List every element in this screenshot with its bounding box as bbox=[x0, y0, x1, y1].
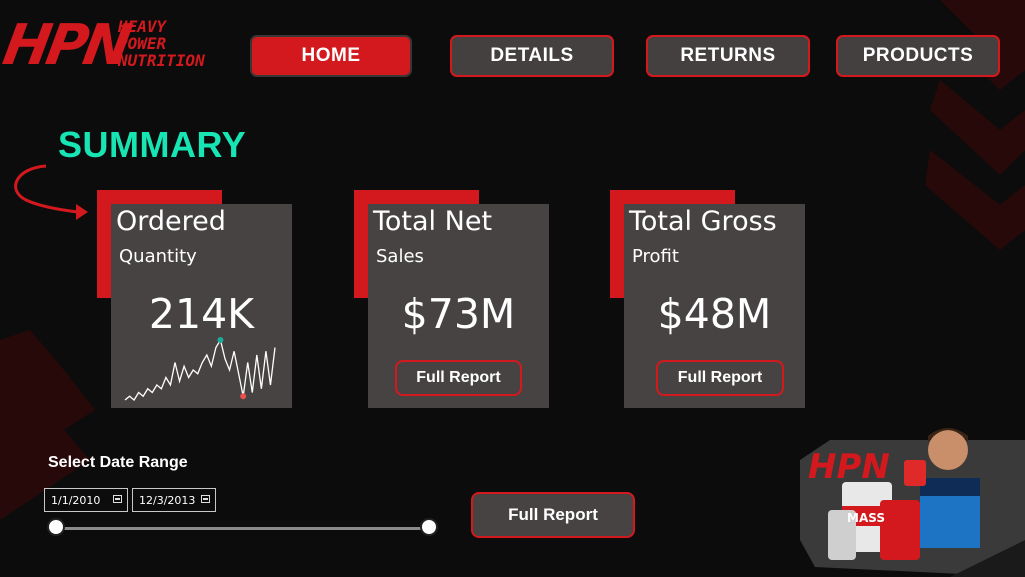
card-value: 214K bbox=[148, 290, 255, 338]
logo-subtitle: HEAVY POWER NUTRITION bbox=[118, 18, 208, 69]
calendar-icon[interactable] bbox=[113, 495, 122, 503]
promo-logo-text: HPN bbox=[808, 447, 890, 487]
card-title: Total Gross bbox=[629, 206, 777, 237]
card-subtitle: Profit bbox=[632, 246, 679, 267]
nav-returns-button[interactable]: RETURNS bbox=[646, 35, 810, 77]
card-subtitle: Sales bbox=[376, 246, 424, 267]
logo-sub-line-2: POWER bbox=[118, 34, 167, 53]
date-range-slider-start-handle[interactable] bbox=[47, 518, 65, 536]
card-value: $73M bbox=[401, 290, 516, 338]
nav-products-button[interactable]: PRODUCTS bbox=[836, 35, 1000, 77]
nav-home-button[interactable]: HOME bbox=[250, 35, 412, 77]
date-range-label: Select Date Range bbox=[48, 454, 188, 471]
calendar-icon[interactable] bbox=[201, 495, 210, 503]
gross-profit-full-report-button[interactable]: Full Report bbox=[656, 360, 784, 396]
start-date-input[interactable]: 1/1/2010 bbox=[44, 488, 128, 512]
end-date-input[interactable]: 12/3/2013 bbox=[132, 488, 216, 512]
card-ordered-quantity: Ordered Quantity 214K bbox=[111, 204, 292, 408]
card-value: $48M bbox=[657, 290, 772, 338]
logo-sub-line-1: HEAVY bbox=[118, 17, 167, 36]
card-title: Ordered bbox=[116, 206, 226, 237]
sparkline-line bbox=[124, 338, 276, 401]
end-date-value: 12/3/2013 bbox=[139, 493, 196, 507]
hpn-logo: HPN HEAVY POWER NUTRITION bbox=[0, 13, 205, 78]
sparkline-max-point bbox=[217, 337, 224, 343]
summary-title: SUMMARY bbox=[58, 124, 247, 165]
start-date-value: 1/1/2010 bbox=[51, 493, 101, 507]
date-range-slider-track[interactable] bbox=[56, 527, 430, 530]
card-subtitle: Quantity bbox=[119, 246, 197, 267]
nav-details-button[interactable]: DETAILS bbox=[450, 35, 614, 77]
ordered-quantity-sparkline bbox=[124, 337, 276, 401]
net-sales-full-report-button[interactable]: Full Report bbox=[395, 360, 522, 396]
full-report-button[interactable]: Full Report bbox=[471, 492, 635, 538]
logo-sub-line-3: NUTRITION bbox=[118, 51, 205, 70]
curved-arrow-icon bbox=[14, 164, 88, 220]
promo-image: HPN MASS bbox=[800, 428, 1025, 577]
card-title: Total Net bbox=[373, 206, 493, 237]
date-range-slider-end-handle[interactable] bbox=[420, 518, 438, 536]
logo-mark: HPN bbox=[0, 13, 133, 78]
promo-product-text: MASS bbox=[847, 511, 885, 525]
sparkline-min-point bbox=[240, 393, 247, 400]
